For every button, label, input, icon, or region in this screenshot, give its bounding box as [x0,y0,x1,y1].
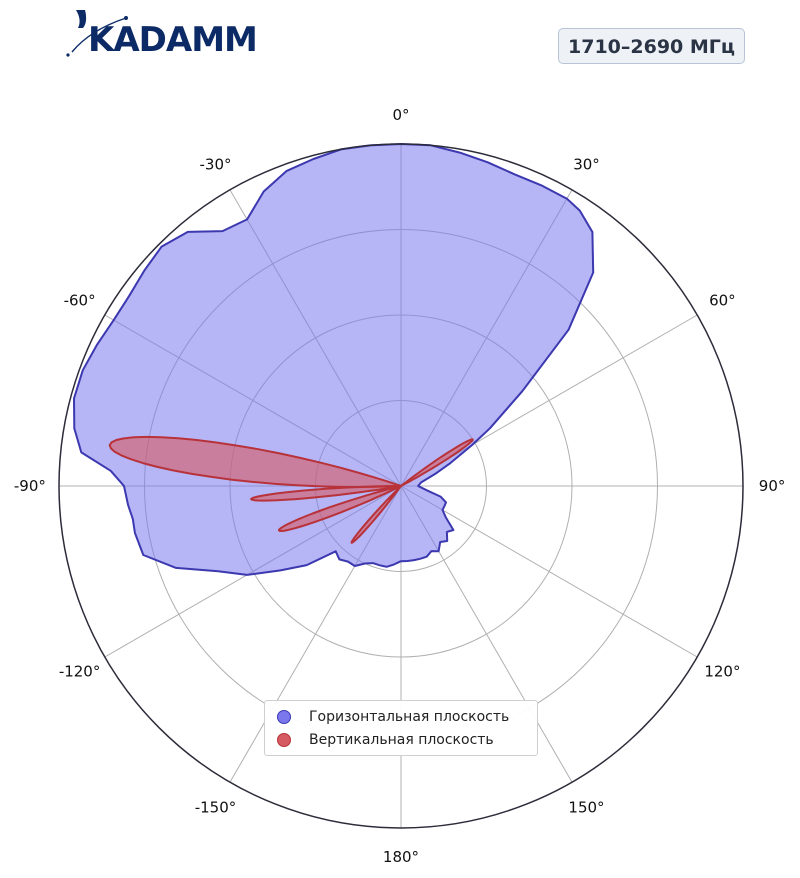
logo-mark-icon [66,10,128,57]
vertical-lobe [400,438,474,487]
logo-text: KADAMM [88,20,258,60]
legend-label-horizontal: Горизонтальная плоскость [309,708,510,725]
legend-marker-vertical [277,732,291,747]
series-vertical-lobes [108,435,474,544]
legend-item-vertical: Вертикальная плоскость [273,728,529,751]
legend: Горизонтальная плоскость Вертикальная пл… [264,700,538,756]
angular-tick-label: 60° [709,292,736,310]
frequency-band-badge: 1710–2690 МГц [558,28,745,64]
logo [66,8,266,60]
angular-tick-label: -90° [14,477,46,495]
legend-item-horizontal: Горизонтальная плоскость [273,705,529,728]
polar-outer-ring [58,143,744,829]
vertical-lobe [277,485,402,532]
angular-tick-label: -120° [59,663,101,681]
angular-tick-label: -150° [195,798,237,816]
angular-tick-label: 30° [573,156,600,174]
legend-label-vertical: Вертикальная плоскость [309,731,494,748]
angular-tick-label: -30° [200,156,232,174]
angular-tick-label: 90° [759,477,786,495]
angular-tick-labels: 0° 30° 60° 90° 120° 150° 180° -150° -120° -90° -60… [14,106,785,866]
angular-gridline [400,485,698,658]
angular-tick-label: 120° [704,663,740,681]
vertical-lobe [250,485,402,502]
vertical-lobe [350,485,402,544]
angular-tick-label: 0° [392,106,409,124]
angular-tick-label: -60° [64,292,96,310]
vertical-lobe [108,435,402,489]
angular-tick-label: 150° [568,798,604,816]
legend-marker-horizontal [277,709,291,724]
angular-tick-label: 180° [383,848,419,866]
